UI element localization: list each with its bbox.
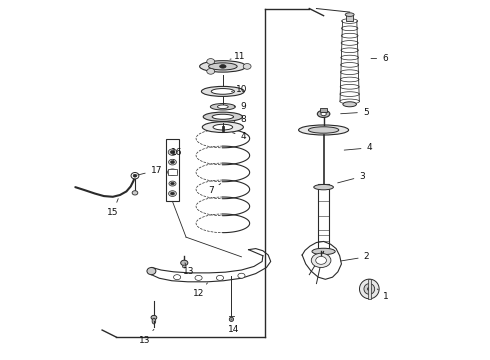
Text: 4: 4 — [233, 132, 246, 141]
Text: 12: 12 — [193, 283, 207, 298]
Ellipse shape — [168, 169, 177, 175]
Text: 15: 15 — [107, 199, 119, 217]
Text: 2: 2 — [341, 252, 369, 261]
Ellipse shape — [201, 86, 245, 96]
Ellipse shape — [341, 48, 358, 53]
Text: 14: 14 — [228, 319, 239, 334]
Text: 7: 7 — [208, 184, 220, 194]
Ellipse shape — [312, 248, 335, 255]
Text: 6: 6 — [371, 54, 388, 63]
Ellipse shape — [202, 122, 244, 132]
Ellipse shape — [345, 13, 354, 17]
Ellipse shape — [342, 33, 358, 38]
Ellipse shape — [243, 64, 251, 69]
Bar — [318, 184, 329, 251]
Ellipse shape — [238, 273, 245, 278]
Ellipse shape — [169, 159, 176, 165]
Ellipse shape — [316, 256, 326, 264]
Ellipse shape — [343, 102, 356, 107]
Ellipse shape — [181, 260, 188, 266]
Bar — [346, 15, 353, 21]
Ellipse shape — [195, 275, 202, 280]
Ellipse shape — [152, 318, 156, 324]
Ellipse shape — [341, 41, 358, 45]
Ellipse shape — [210, 104, 235, 110]
Ellipse shape — [168, 149, 177, 156]
Ellipse shape — [321, 112, 326, 116]
Ellipse shape — [170, 171, 175, 174]
Ellipse shape — [171, 192, 174, 195]
Text: 10: 10 — [231, 85, 247, 94]
Ellipse shape — [199, 61, 246, 72]
Text: 13: 13 — [183, 263, 195, 276]
Bar — [166, 139, 179, 202]
Ellipse shape — [368, 287, 371, 291]
Ellipse shape — [207, 68, 215, 74]
Ellipse shape — [171, 150, 174, 154]
Text: 4: 4 — [344, 143, 372, 152]
Ellipse shape — [131, 172, 139, 179]
Ellipse shape — [171, 161, 174, 163]
Ellipse shape — [169, 181, 176, 186]
Ellipse shape — [308, 127, 339, 133]
Ellipse shape — [217, 275, 223, 280]
Ellipse shape — [169, 191, 176, 197]
Ellipse shape — [364, 284, 375, 294]
Text: 8: 8 — [234, 116, 246, 125]
Ellipse shape — [203, 112, 243, 121]
Ellipse shape — [171, 182, 174, 185]
Text: 16: 16 — [171, 148, 182, 160]
Text: 3: 3 — [338, 172, 365, 183]
Ellipse shape — [209, 63, 237, 70]
Ellipse shape — [341, 77, 359, 82]
Text: 1: 1 — [377, 289, 389, 301]
Bar — [168, 169, 177, 175]
Text: 17: 17 — [138, 166, 162, 175]
Ellipse shape — [151, 315, 157, 320]
Ellipse shape — [340, 99, 360, 104]
Ellipse shape — [340, 92, 359, 96]
Ellipse shape — [340, 85, 359, 89]
Ellipse shape — [360, 279, 379, 299]
Ellipse shape — [132, 191, 138, 195]
Ellipse shape — [212, 114, 234, 119]
Ellipse shape — [173, 275, 181, 280]
Ellipse shape — [298, 125, 348, 135]
Ellipse shape — [318, 111, 330, 117]
Ellipse shape — [220, 64, 226, 68]
Ellipse shape — [218, 105, 228, 109]
Text: 5: 5 — [341, 108, 368, 117]
Bar — [368, 279, 371, 299]
Ellipse shape — [342, 26, 358, 31]
Ellipse shape — [211, 89, 234, 94]
Ellipse shape — [341, 70, 359, 75]
Ellipse shape — [133, 174, 137, 177]
Ellipse shape — [182, 265, 186, 268]
Text: 13: 13 — [139, 329, 154, 345]
Ellipse shape — [311, 253, 331, 267]
Ellipse shape — [147, 267, 156, 275]
Ellipse shape — [341, 55, 359, 60]
Bar — [320, 108, 327, 112]
Ellipse shape — [213, 124, 233, 130]
Ellipse shape — [342, 19, 358, 23]
Ellipse shape — [341, 63, 359, 67]
Ellipse shape — [314, 184, 333, 190]
Ellipse shape — [207, 59, 215, 64]
Text: 9: 9 — [234, 102, 246, 111]
Text: 11: 11 — [230, 52, 245, 61]
Ellipse shape — [229, 317, 234, 321]
